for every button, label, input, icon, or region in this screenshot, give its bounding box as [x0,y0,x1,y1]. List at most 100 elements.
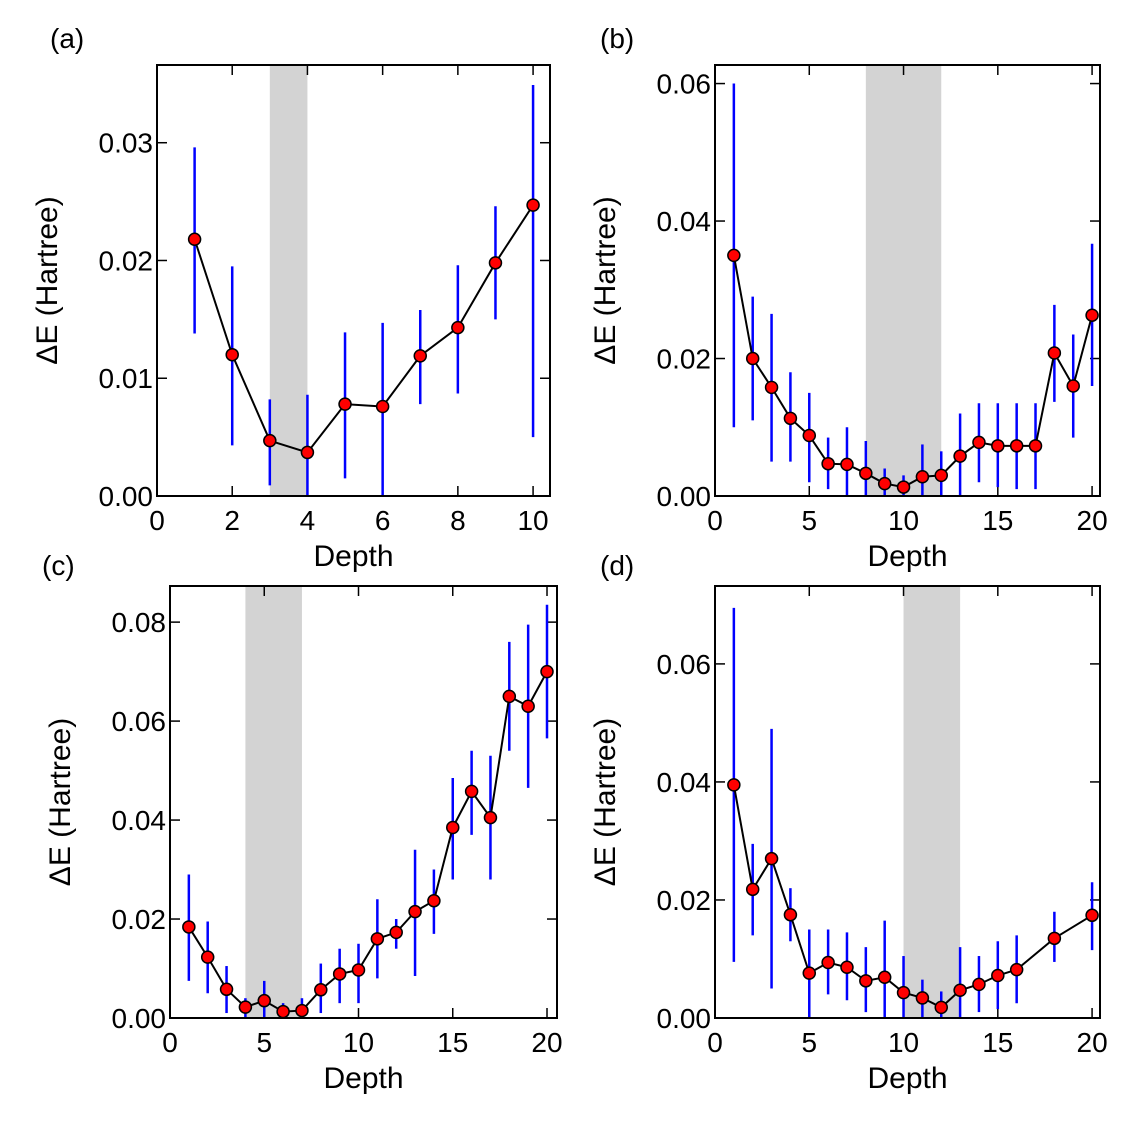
shaded-region [269,65,308,496]
data-point [915,991,930,1005]
y-tick-label: 0.00 [657,1003,712,1034]
shaded-region [245,586,302,1018]
data-point [821,955,835,970]
y-tick-label: 0.02 [99,245,154,276]
data-point [896,480,911,494]
data-point [1009,439,1024,453]
x-tick-label: 5 [801,505,817,536]
x-tick-label: 4 [300,505,316,536]
x-tick-label: 0 [149,505,165,536]
x-axis-label: Depth [313,540,393,573]
data-point [877,970,892,985]
data-point [483,810,498,825]
data-point [802,966,817,980]
x-tick-label: 10 [517,505,548,536]
panel-d: 0 5 10 15 20 0.00 0.02 0.04 0.06 Depth ΔE (Hartree… [589,550,1108,1095]
y-tick-label: 0.06 [657,649,712,680]
data-point [389,925,403,940]
x-tick-label: 0 [707,505,723,536]
data-point [821,456,835,471]
x-tick-label: 15 [982,505,1013,536]
data-point [840,457,854,472]
data-point [408,904,422,919]
data-point [840,960,854,974]
y-tick-label: 0.08 [112,607,167,638]
panel-label: (c) [42,550,75,581]
data-point [802,428,817,443]
data-point [257,993,272,1008]
y-tick-label: 0.04 [657,206,712,237]
data-point [934,1000,948,1015]
data-point [915,470,930,484]
data-point [991,439,1005,453]
y-tick-label: 0.01 [99,363,154,394]
y-tick-label: 0.02 [657,344,712,375]
x-tick-label: 10 [343,1027,374,1058]
data-point [859,974,873,988]
data-point [521,699,535,713]
data-point [314,983,328,997]
data-point [370,932,385,946]
data-point [451,320,465,335]
data-point [295,1003,309,1018]
data-point [1028,439,1043,453]
y-axis-label: ΔE (Hartree) [589,718,622,886]
plot-frame [169,585,558,1019]
data-point [300,445,315,460]
x-tick-label: 15 [437,1027,468,1058]
x-tick-label: 6 [375,505,391,536]
data-point [219,982,234,997]
data-point [745,882,760,897]
shaded-region [903,586,961,1018]
data-point [375,399,390,414]
data-point [332,967,347,981]
panel-a: 0 2 4 6 8 10 0.00 0.01 0.02 0.03 Depth ΔE (Hartree)… [31,23,551,573]
data-point [764,851,779,866]
data-point [488,256,503,270]
panel-label: (d) [600,550,634,581]
data-point [1047,346,1062,360]
data-point [783,907,798,922]
data-point [764,380,779,395]
y-tick-label: 0.00 [112,1003,167,1034]
y-tick-label: 0.06 [112,706,167,737]
data-point [745,351,760,366]
y-tick-label: 0.03 [99,128,154,159]
data-point [727,778,741,792]
data-point [502,689,517,704]
x-axis-label: Depth [867,540,947,573]
data-point [1047,931,1062,946]
data-point [953,983,967,998]
data-point [991,968,1005,983]
data-point [953,449,967,463]
x-tick-label: 0 [162,1027,178,1058]
series-line [193,204,534,454]
x-tick-label: 20 [531,1027,562,1058]
data-point [351,963,366,977]
data-point [238,1000,253,1014]
series-line [188,671,548,1013]
data-point [859,466,873,481]
x-tick-label: 10 [888,1027,919,1058]
data-point [1009,962,1024,977]
y-tick-label: 0.06 [657,69,712,100]
x-axis-label: Depth [323,1062,403,1095]
y-tick-label: 0.00 [99,481,154,512]
data-point [413,349,428,363]
x-tick-label: 5 [801,1027,817,1058]
data-point [526,198,540,212]
data-point [276,1004,290,1019]
panel-label: (a) [50,23,84,54]
data-point [200,950,215,964]
y-tick-label: 0.02 [657,885,712,916]
data-point [1066,379,1080,393]
x-tick-label: 0 [707,1027,723,1058]
y-tick-label: 0.04 [112,805,167,836]
plot-frame [714,585,1101,1019]
data-point [896,985,911,1000]
data-point [464,784,479,799]
data-point [1085,908,1099,923]
data-point [338,397,352,411]
x-tick-label: 20 [1077,505,1108,536]
